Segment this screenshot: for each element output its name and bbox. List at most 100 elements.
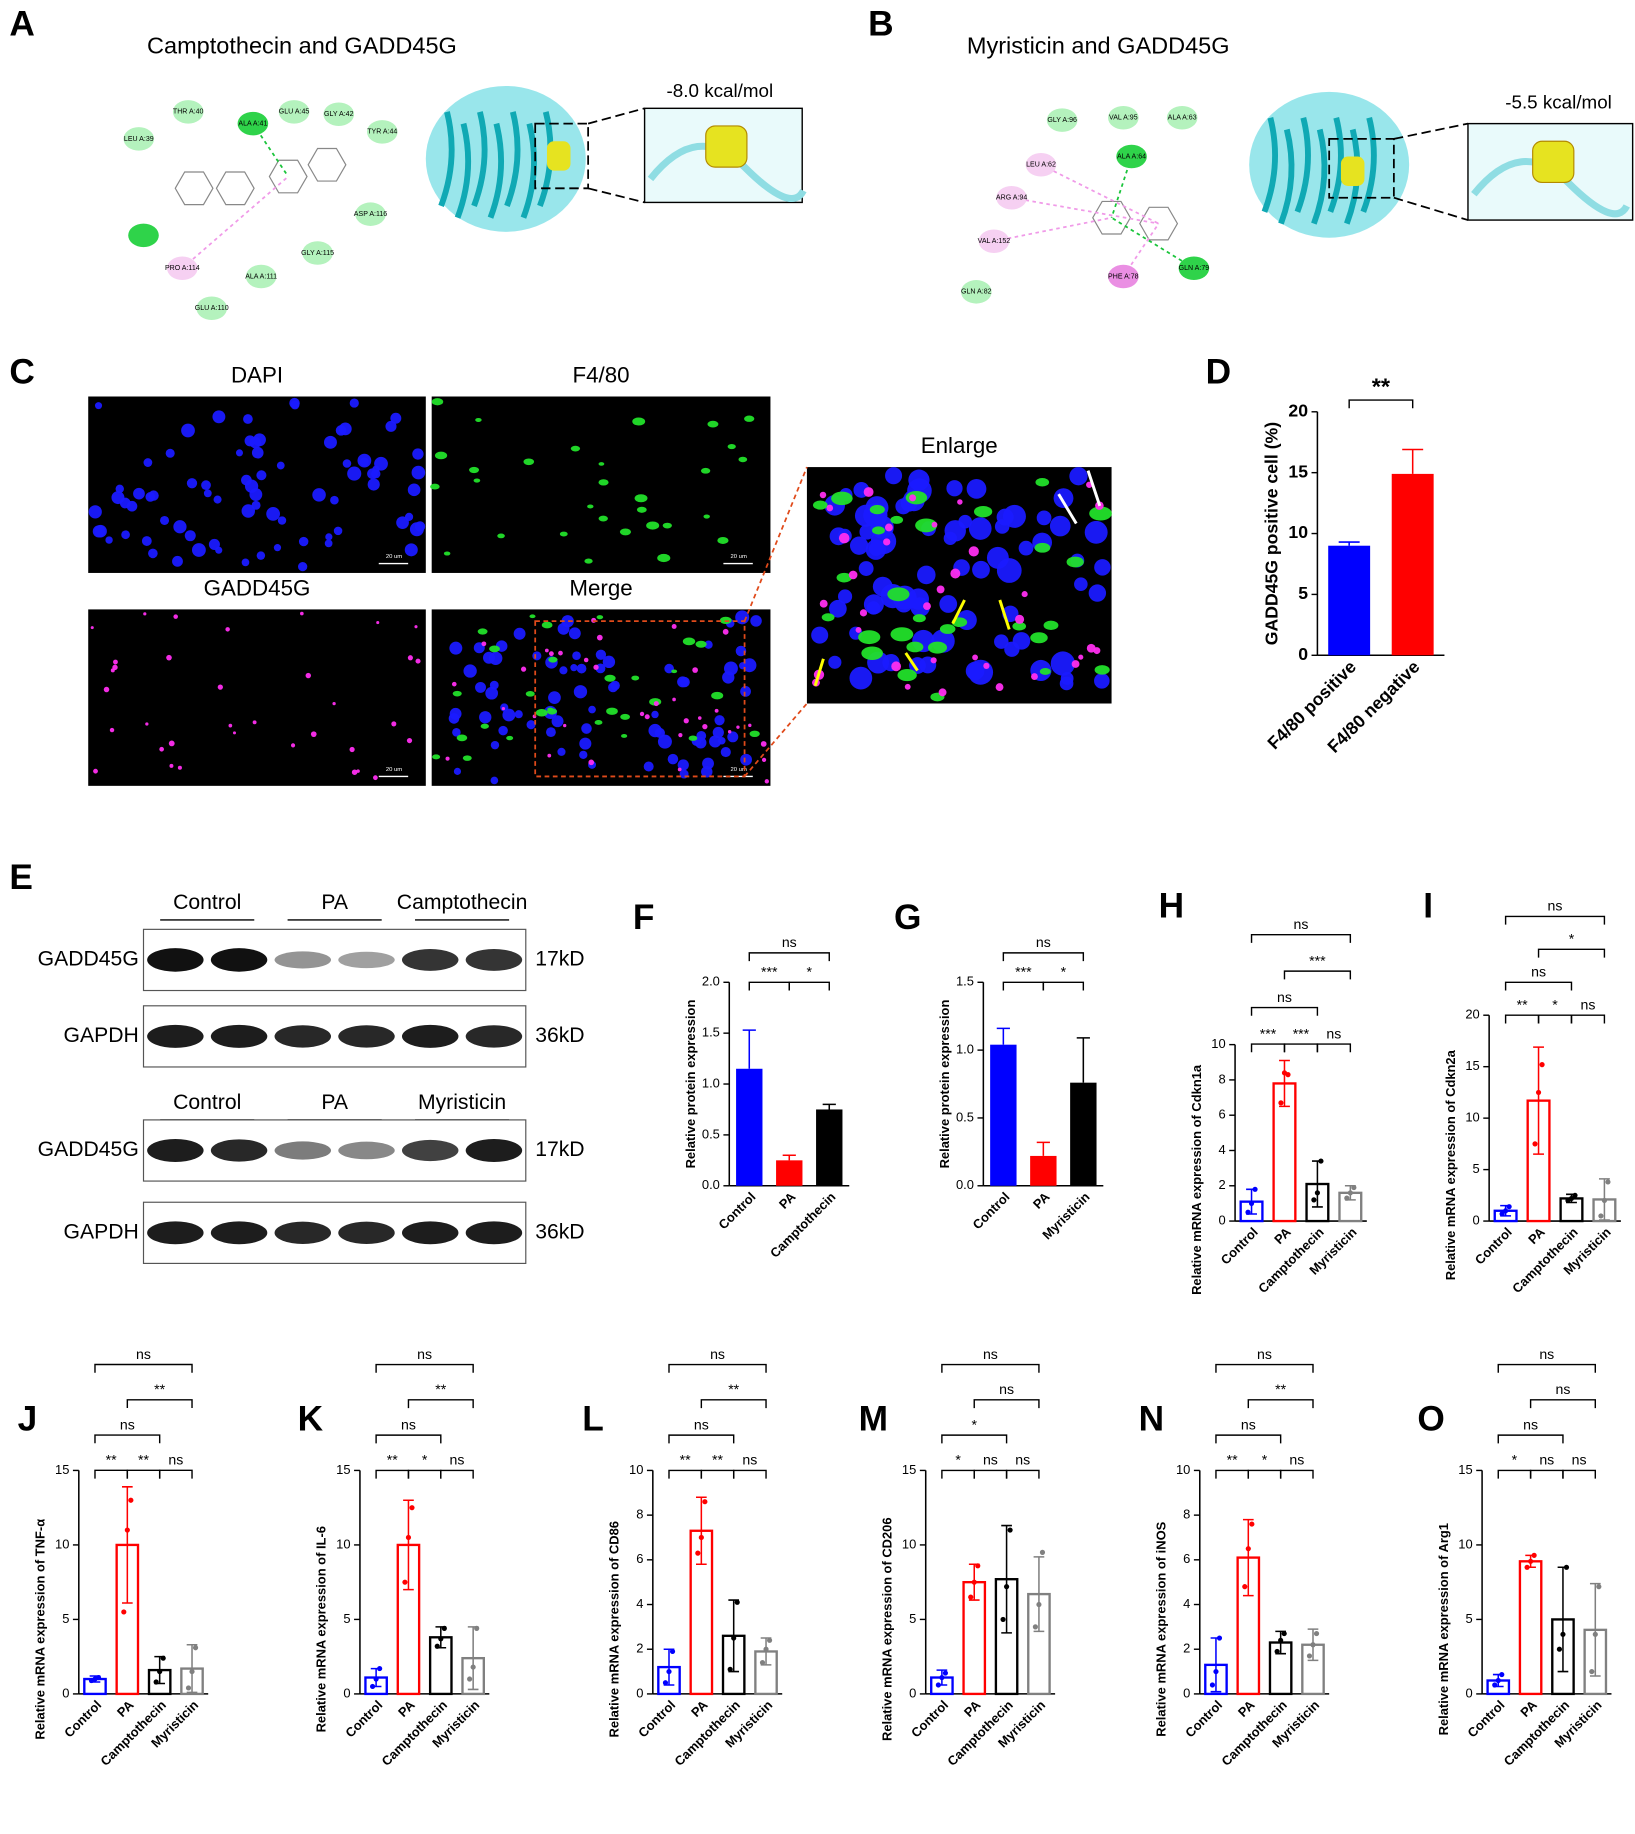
data-point: [192, 1645, 199, 1651]
cell: [143, 612, 147, 616]
y-tick-label: 10: [1288, 522, 1308, 542]
cell: [115, 484, 124, 494]
cell: [277, 516, 287, 525]
cell: [103, 686, 110, 693]
significance-label: ns: [401, 1416, 416, 1432]
protein-helix: [1311, 128, 1328, 225]
cell: [583, 657, 589, 663]
cell: [201, 480, 211, 491]
x-tick-label: PA: [1271, 1224, 1294, 1247]
cell: [148, 548, 158, 559]
cell: [927, 641, 948, 654]
cell: [848, 570, 858, 580]
significance-label: ***: [1260, 1025, 1277, 1041]
cell: [232, 731, 237, 735]
data-point: [405, 1534, 412, 1541]
cell: [598, 462, 605, 466]
x-tick-label: PA: [114, 1697, 137, 1720]
significance-bracket: [1570, 1014, 1606, 1024]
bar: [1391, 473, 1434, 656]
protein-helix: [1327, 117, 1344, 213]
cell: [631, 675, 640, 681]
significance-label: **: [1275, 1381, 1286, 1397]
x-tick-label: PA: [395, 1697, 418, 1720]
significance-label: *: [807, 964, 813, 980]
panel-label: K: [298, 1399, 324, 1438]
binding-energy: -5.5 kcal/mol: [1505, 92, 1612, 113]
y-tick-label: 5: [1473, 1161, 1480, 1176]
significance-bracket: [941, 1363, 1040, 1373]
cell: [709, 735, 722, 748]
ligand: [546, 141, 571, 171]
zoom-line: [587, 187, 645, 204]
cell: [535, 709, 548, 717]
y-tick-label: 5: [1465, 1611, 1472, 1626]
blot-band: [147, 1139, 204, 1162]
significance-label: ns: [983, 1346, 998, 1362]
cell: [644, 714, 650, 720]
data-point: [474, 1625, 480, 1631]
residue: [1108, 264, 1139, 289]
cell: [111, 491, 125, 505]
cell: [310, 731, 317, 738]
significance-label: **: [1517, 997, 1528, 1013]
cell: [836, 572, 852, 583]
significance-label: *: [1552, 997, 1558, 1013]
y-tick-label: 0.5: [702, 1126, 720, 1141]
significance-bracket: [1537, 1014, 1573, 1024]
data-point: [153, 1679, 159, 1685]
significance-bracket: [1215, 1469, 1250, 1479]
cell: [696, 730, 707, 741]
y-axis-label: Relative mRNA expression of iNOS: [1154, 1521, 1169, 1736]
data-point: [1344, 1195, 1350, 1201]
y-tick-label: 2.0: [702, 974, 720, 989]
blot-band: [338, 1141, 395, 1160]
band-name: GAPDH: [64, 1220, 139, 1243]
cell: [490, 740, 500, 750]
cell: [548, 651, 554, 657]
significance-bracket: [973, 1469, 1008, 1479]
significance-label: ns: [1580, 997, 1595, 1013]
cell: [451, 681, 457, 687]
blot-band: [147, 1024, 204, 1048]
significance-bracket: [94, 1469, 129, 1479]
cell: [826, 504, 834, 512]
significance-label: **: [1372, 373, 1391, 399]
significance-bracket: [94, 1434, 161, 1444]
cell: [897, 669, 917, 682]
panel-label: O: [1417, 1399, 1444, 1438]
cell: [148, 490, 159, 501]
cell: [431, 398, 444, 406]
cell: [256, 551, 266, 560]
cell: [579, 737, 592, 750]
cell: [849, 666, 873, 690]
significance-label: ns: [1548, 898, 1563, 914]
cell: [396, 516, 409, 530]
cell: [570, 445, 581, 452]
data-point: [1492, 1682, 1498, 1688]
cell: [290, 743, 296, 748]
residue-label: GLY A:115: [301, 250, 334, 257]
y-tick-label: 4: [1183, 1596, 1190, 1611]
cell: [720, 746, 731, 758]
cell: [595, 649, 607, 660]
cell: [113, 659, 118, 665]
significance-label: ns: [710, 1346, 725, 1362]
protein-helix: [1278, 128, 1295, 225]
cell: [714, 708, 719, 713]
cell: [501, 706, 506, 711]
cell: [596, 634, 603, 641]
y-tick-label: 1.0: [956, 1042, 974, 1057]
cell: [748, 723, 752, 728]
cell: [133, 487, 145, 500]
significance-label: ns: [742, 1452, 757, 1468]
significance-label: ns: [136, 1346, 151, 1362]
cell: [908, 469, 930, 491]
blot-band: [210, 1139, 268, 1162]
cell: [885, 467, 903, 485]
blot-band: [401, 1024, 459, 1048]
y-tick-label: 5: [909, 1611, 916, 1626]
data-point: [185, 1685, 192, 1691]
error-bar: [996, 1027, 1010, 1045]
significance-bracket: [1497, 1363, 1597, 1373]
